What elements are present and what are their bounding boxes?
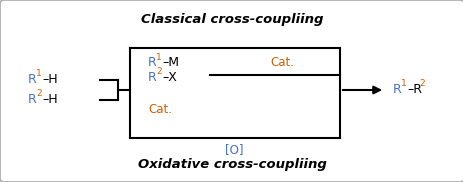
Text: 1: 1 bbox=[156, 52, 162, 62]
Text: 2: 2 bbox=[36, 90, 42, 98]
Text: Cat.: Cat. bbox=[148, 104, 172, 116]
Text: Cat.: Cat. bbox=[269, 56, 294, 70]
Text: –R: –R bbox=[406, 84, 421, 96]
Text: R: R bbox=[28, 74, 37, 86]
Text: 1: 1 bbox=[400, 80, 406, 88]
Text: 2: 2 bbox=[156, 68, 161, 76]
Text: R: R bbox=[28, 94, 37, 106]
Text: 2: 2 bbox=[418, 80, 424, 88]
Text: Classical cross-coupliing: Classical cross-coupliing bbox=[140, 13, 323, 27]
Text: –X: –X bbox=[162, 72, 176, 84]
Text: [O]: [O] bbox=[225, 143, 243, 157]
Text: R: R bbox=[148, 72, 156, 84]
Text: –M: –M bbox=[162, 56, 179, 70]
Text: 1: 1 bbox=[36, 70, 42, 78]
Text: R: R bbox=[148, 56, 156, 70]
Text: R: R bbox=[392, 84, 401, 96]
Text: –H: –H bbox=[42, 74, 57, 86]
Text: Oxidative cross-coupliing: Oxidative cross-coupliing bbox=[137, 159, 326, 171]
Text: –H: –H bbox=[42, 94, 57, 106]
